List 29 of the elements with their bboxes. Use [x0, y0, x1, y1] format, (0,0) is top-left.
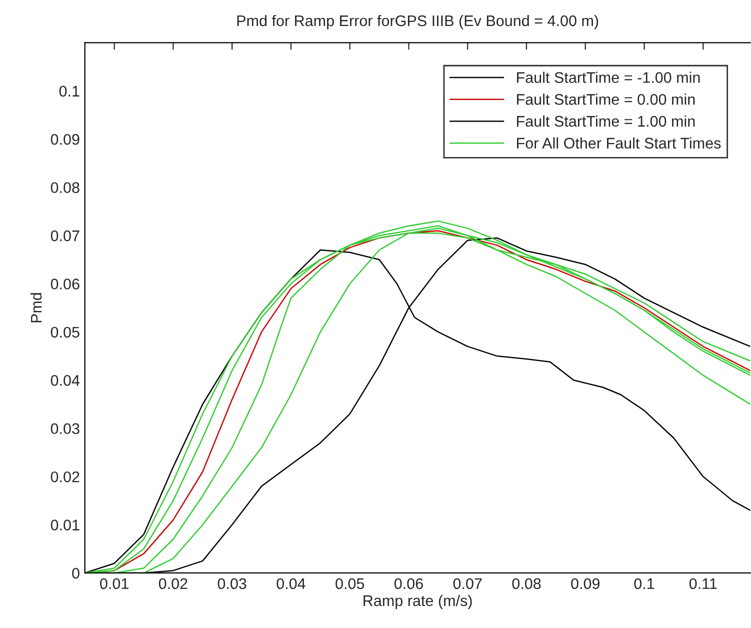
y-tick-label: 0.1 — [59, 86, 80, 97]
y-tick-label: 0.05 — [50, 326, 80, 338]
x-tick-label: 0.11 — [689, 578, 717, 590]
x-tick-label: 0.08 — [512, 578, 541, 590]
x-tick-label: 0.05 — [336, 578, 364, 590]
y-tick-label: 0.09 — [50, 134, 80, 145]
y-tick-label: 0.06 — [50, 278, 80, 290]
y-tick-label: 0.02 — [50, 471, 80, 482]
legend-label: Fault StartTime = 0.00 min — [517, 94, 695, 105]
x-tick-label: 0.1 — [634, 578, 654, 590]
x-tick-label: 0.04 — [276, 578, 306, 590]
y-tick-label: 0.03 — [50, 423, 80, 434]
x-axis-title: Ramp rate (m/s) — [364, 594, 472, 610]
x-tick-label: 0.01 — [100, 578, 128, 590]
y-axis-title: Pmd — [30, 293, 42, 322]
y-tick-label: 0.07 — [50, 230, 80, 242]
chart-title: Pmd for Ramp Error forGPS IIIB (Ev Bound = 4.00 m) — [237, 14, 598, 30]
y-tick-label: 0.08 — [50, 182, 80, 194]
legend-label: For All Other Fault Start Times — [517, 137, 721, 149]
x-tick-label: 0.06 — [394, 578, 423, 590]
x-tick-label: 0.07 — [453, 578, 482, 590]
x-tick-label: 0.03 — [218, 578, 246, 590]
legend-label: Fault StartTime = -1.00 min — [517, 72, 700, 83]
x-tick-label: 0.02 — [158, 578, 188, 590]
legend-label: Fault StartTime = 1.00 min — [517, 115, 695, 127]
y-tick-label: 0.01 — [50, 520, 80, 530]
x-tick-label: 0.09 — [571, 578, 600, 590]
y-tick-label: 0 — [72, 568, 80, 579]
y-tick-label: 0.04 — [50, 375, 80, 386]
